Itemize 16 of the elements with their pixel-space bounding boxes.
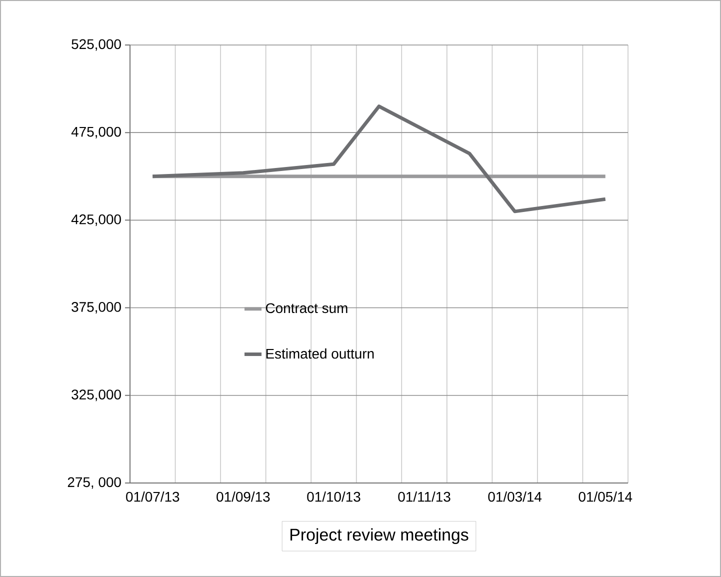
x-tick-label: 01/05/14 (578, 492, 632, 502)
x-tick-label: 01/03/14 (488, 492, 542, 502)
x-tick-label: 01/11/13 (398, 492, 450, 502)
line-series (150, 104, 608, 214)
x-tick-label: 01/10/13 (307, 492, 360, 502)
legend-label: Estimated outturn (266, 348, 374, 359)
x-axis-title: Project review meetings (290, 528, 468, 544)
y-tick-label: 325,000 (72, 390, 121, 402)
x-tick-label: 01/09/13 (216, 492, 270, 502)
legend-label: Contract sum (266, 303, 348, 314)
x-tick-label: 01/07/13 (126, 492, 180, 502)
y-tick-label: 475,000 (71, 126, 121, 138)
y-tick-label: 425,000 (71, 214, 121, 226)
y-tick-label: 525,000 (72, 39, 121, 51)
y-tick-label: 275, 000 (68, 477, 121, 489)
y-tick-label: 375,000 (72, 302, 121, 314)
